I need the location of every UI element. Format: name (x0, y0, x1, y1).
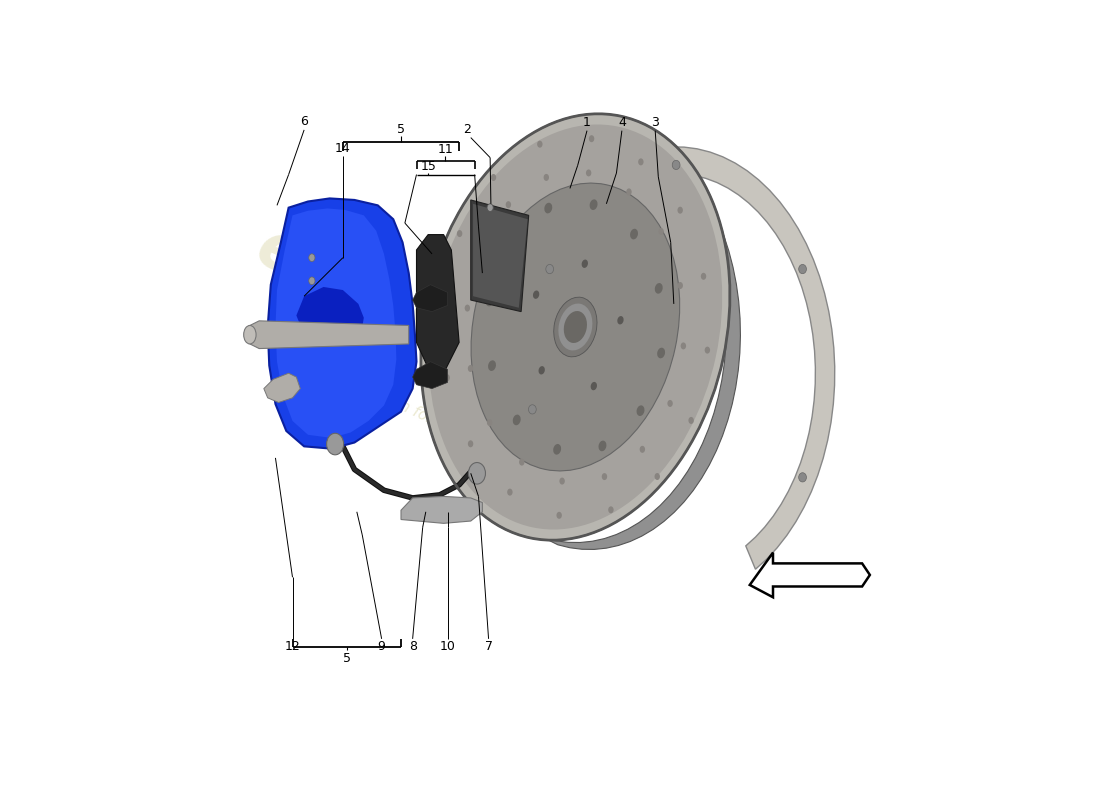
Ellipse shape (487, 419, 493, 426)
Ellipse shape (617, 316, 624, 325)
Polygon shape (471, 200, 529, 311)
Ellipse shape (560, 478, 564, 485)
Text: a passion for parts since 1985: a passion for parts since 1985 (340, 371, 556, 482)
Ellipse shape (586, 170, 592, 177)
Ellipse shape (608, 506, 614, 514)
Text: 7: 7 (485, 640, 493, 654)
Ellipse shape (544, 202, 552, 214)
Ellipse shape (506, 201, 512, 208)
Ellipse shape (444, 374, 450, 382)
Text: 5: 5 (343, 652, 351, 665)
Ellipse shape (468, 365, 473, 372)
Ellipse shape (678, 282, 683, 289)
Polygon shape (473, 204, 528, 308)
Ellipse shape (491, 174, 496, 181)
Ellipse shape (464, 305, 470, 311)
Ellipse shape (513, 414, 520, 426)
Ellipse shape (244, 326, 256, 344)
Ellipse shape (553, 297, 597, 357)
Ellipse shape (327, 434, 343, 455)
Ellipse shape (657, 348, 665, 358)
Ellipse shape (799, 473, 806, 482)
Text: 10: 10 (440, 640, 455, 654)
Ellipse shape (681, 342, 686, 350)
Polygon shape (412, 362, 448, 389)
Ellipse shape (471, 183, 680, 471)
Ellipse shape (488, 360, 496, 371)
Text: 4: 4 (618, 116, 626, 129)
Ellipse shape (659, 228, 663, 235)
Ellipse shape (507, 489, 513, 496)
Text: 5: 5 (397, 123, 405, 136)
Polygon shape (250, 321, 409, 349)
Ellipse shape (468, 440, 473, 447)
Text: 9: 9 (377, 640, 386, 654)
Ellipse shape (486, 296, 494, 306)
Ellipse shape (638, 158, 644, 166)
Text: 15: 15 (420, 160, 436, 173)
Polygon shape (296, 287, 364, 344)
Polygon shape (264, 373, 300, 402)
Ellipse shape (543, 174, 549, 181)
Ellipse shape (564, 311, 587, 343)
Ellipse shape (672, 160, 680, 170)
Polygon shape (544, 116, 740, 550)
Ellipse shape (591, 382, 597, 390)
Ellipse shape (582, 259, 588, 268)
Ellipse shape (528, 405, 536, 414)
Ellipse shape (309, 254, 315, 262)
Ellipse shape (506, 238, 514, 249)
Ellipse shape (553, 444, 561, 454)
Ellipse shape (668, 400, 673, 407)
Text: 1: 1 (583, 116, 591, 129)
Ellipse shape (456, 230, 462, 237)
Ellipse shape (637, 406, 645, 416)
Ellipse shape (598, 441, 606, 451)
Text: eurocarparts: eurocarparts (246, 216, 695, 469)
Ellipse shape (588, 135, 594, 142)
Text: 6: 6 (300, 115, 308, 128)
Ellipse shape (478, 247, 483, 254)
Ellipse shape (546, 265, 553, 274)
Ellipse shape (469, 462, 485, 484)
Ellipse shape (678, 206, 683, 214)
Text: 2: 2 (463, 123, 471, 136)
Ellipse shape (309, 277, 315, 285)
Polygon shape (517, 147, 835, 570)
Ellipse shape (630, 229, 638, 239)
Ellipse shape (654, 283, 662, 294)
Text: 3: 3 (651, 116, 659, 129)
Polygon shape (417, 234, 459, 373)
Ellipse shape (537, 141, 542, 148)
Text: 11: 11 (438, 143, 453, 156)
Ellipse shape (429, 125, 723, 530)
Ellipse shape (421, 114, 730, 540)
Polygon shape (267, 198, 417, 449)
Ellipse shape (557, 512, 562, 519)
Ellipse shape (539, 366, 544, 374)
Ellipse shape (559, 303, 593, 350)
Text: 8: 8 (408, 640, 417, 654)
Ellipse shape (441, 300, 447, 307)
Text: 12: 12 (285, 640, 300, 654)
Ellipse shape (654, 473, 660, 480)
Ellipse shape (534, 290, 539, 299)
Polygon shape (750, 553, 870, 598)
Text: 14: 14 (336, 142, 351, 154)
Polygon shape (412, 285, 448, 311)
Ellipse shape (640, 446, 645, 453)
Polygon shape (275, 209, 396, 438)
Ellipse shape (487, 204, 493, 211)
Ellipse shape (590, 199, 597, 210)
Ellipse shape (701, 273, 706, 280)
Polygon shape (402, 496, 483, 523)
Ellipse shape (626, 188, 631, 195)
Ellipse shape (519, 458, 525, 466)
Ellipse shape (799, 265, 806, 274)
Ellipse shape (689, 417, 694, 424)
Ellipse shape (602, 473, 607, 480)
Ellipse shape (705, 346, 711, 354)
